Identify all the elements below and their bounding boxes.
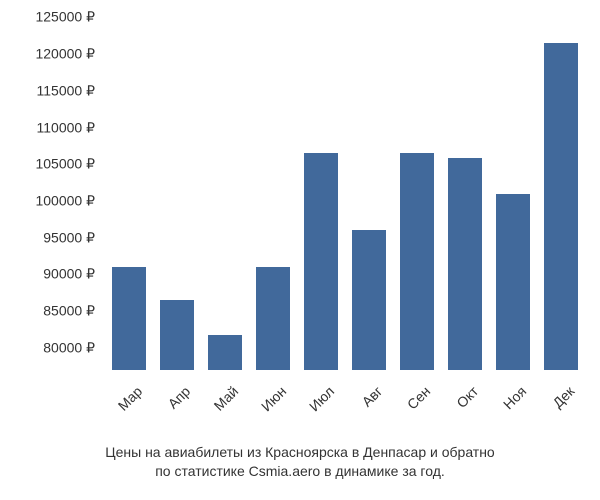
bar	[544, 43, 579, 370]
y-tick-label: 125000 ₽	[35, 9, 95, 26]
chart-container: 80000 ₽ 85000 ₽ 90000 ₽ 95000 ₽ 100000 ₽ 1050…	[10, 10, 590, 430]
y-tick-label: 95000 ₽	[43, 229, 95, 246]
y-tick-label: 85000 ₽	[43, 303, 95, 320]
y-tick-label: 120000 ₽	[35, 46, 95, 63]
bar	[304, 153, 339, 370]
y-tick-label: 115000 ₽	[37, 82, 95, 99]
caption-line2: по статистике Csmia.aero в динамике за г…	[155, 463, 445, 479]
x-tick-label: Июл	[306, 383, 337, 414]
caption: Цены на авиабилеты из Красноярска в Денп…	[0, 443, 600, 482]
bar	[256, 267, 291, 370]
bar	[208, 335, 243, 370]
y-axis: 80000 ₽ 85000 ₽ 90000 ₽ 95000 ₽ 100000 ₽ 1050…	[10, 10, 100, 370]
bar	[448, 158, 483, 370]
bar	[496, 194, 531, 370]
x-tick-label: Дек	[549, 383, 577, 411]
x-tick-label: Ноя	[500, 383, 529, 412]
caption-line1: Цены на авиабилеты из Красноярска в Денп…	[105, 444, 494, 460]
x-axis: Мар Апр Май Июн Июл Авг Сен Окт Ноя Дек	[105, 375, 585, 425]
x-tick-label: Окт	[453, 383, 481, 411]
y-tick-label: 80000 ₽	[43, 339, 95, 356]
x-tick-label: Апр	[165, 383, 194, 412]
x-tick-label: Авг	[359, 383, 386, 410]
y-tick-label: 90000 ₽	[43, 266, 95, 283]
bar	[352, 230, 387, 370]
bar	[400, 153, 435, 370]
bar	[112, 267, 147, 370]
plot-area	[105, 10, 585, 370]
x-tick-label: Июн	[258, 383, 289, 414]
y-tick-label: 105000 ₽	[35, 156, 95, 173]
x-tick-label: Сен	[404, 383, 433, 412]
x-tick-label: Май	[211, 383, 242, 414]
x-tick-label: Мар	[115, 383, 146, 414]
y-tick-label: 110000 ₽	[37, 119, 95, 136]
y-tick-label: 100000 ₽	[35, 193, 95, 210]
bar	[160, 300, 195, 370]
